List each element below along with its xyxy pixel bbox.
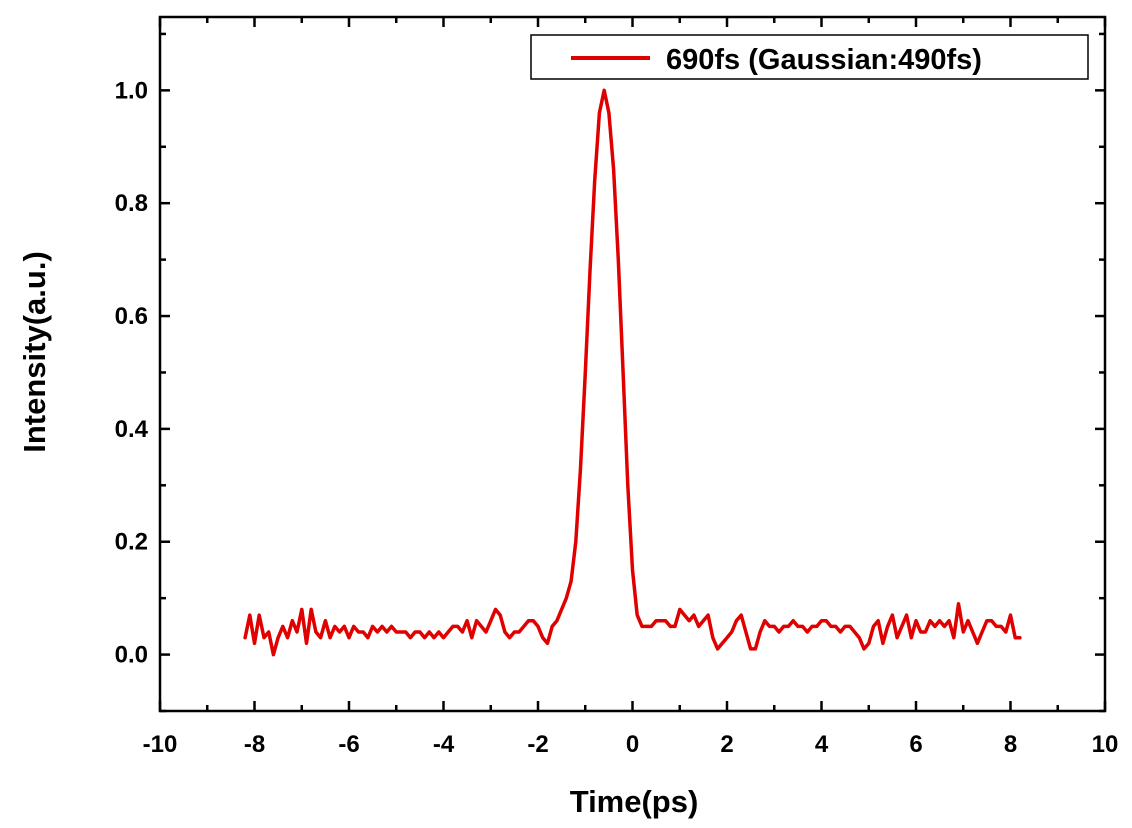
x-tick-label: 0 (626, 731, 639, 758)
y-tick-label: 1.0 (115, 77, 148, 104)
y-tick-label: 0.4 (115, 416, 149, 443)
y-tick-label: 0.8 (115, 190, 148, 217)
x-tick-label: 4 (815, 731, 829, 758)
x-tick-label: -2 (527, 731, 548, 758)
legend-label: 690fs (Gaussian:490fs) (666, 44, 982, 76)
y-tick-label: 0.6 (115, 303, 148, 330)
plot-frame (158, 15, 1107, 713)
y-axis-label: Intensity(a.u.) (17, 251, 52, 453)
y-tick-label: 0.2 (115, 529, 148, 556)
x-tick-label: 8 (1004, 731, 1017, 758)
x-tick-label: 6 (909, 731, 922, 758)
x-tick-label: -10 (143, 731, 178, 758)
x-tick-label: 2 (720, 731, 733, 758)
x-tick-label: -4 (433, 731, 455, 758)
x-axis-label: Time(ps) (570, 784, 699, 819)
x-tick-label: -8 (244, 731, 265, 758)
y-tick-label: 0.0 (115, 642, 148, 669)
x-tick-label: -6 (338, 731, 359, 758)
series-line (243, 88, 1022, 657)
x-tick-label: 10 (1092, 731, 1119, 758)
